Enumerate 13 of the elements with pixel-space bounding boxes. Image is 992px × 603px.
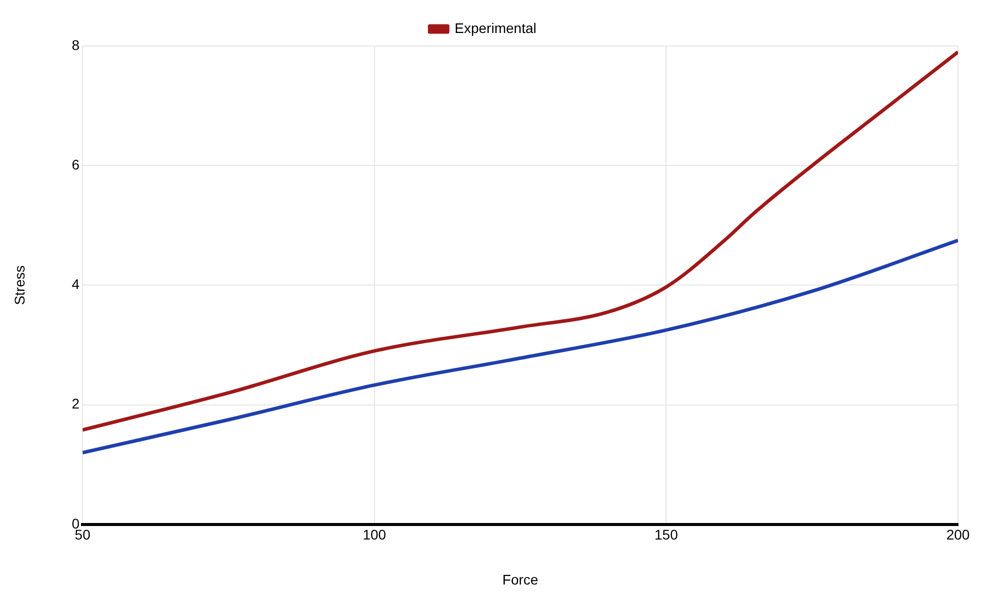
line-series (82, 50, 958, 432)
y-axis-title: Stress (11, 265, 28, 306)
x-tick-label: 200 (946, 526, 970, 543)
y-tick-label: 0 (72, 515, 80, 532)
x-axis-title: Force (502, 571, 538, 588)
x-tick-label: 100 (362, 526, 386, 543)
y-tick-label: 4 (72, 276, 80, 292)
y-tick-label: 2 (72, 396, 80, 412)
y-tick-label: 6 (72, 156, 80, 172)
x-tick-label: 150 (654, 526, 678, 543)
line-series (82, 238, 958, 454)
legend-label: Experimental (454, 20, 536, 36)
y-tick-label: 8 (72, 36, 80, 53)
